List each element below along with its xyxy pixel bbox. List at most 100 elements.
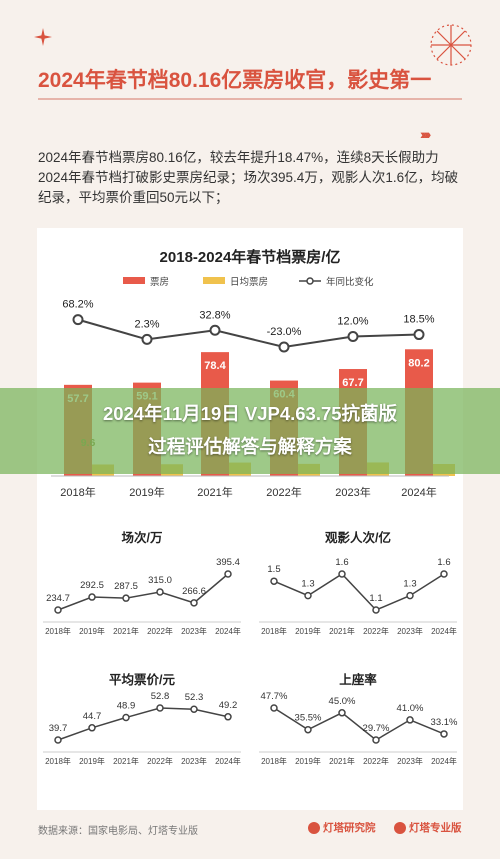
legend-swatch: [203, 277, 225, 284]
charts-svg: 2018-2024年春节档票房/亿票房日均票房年同比变化57.79.62018年…: [43, 248, 458, 766]
panel-value-label: 35.5%: [295, 713, 322, 724]
panel-point: [270, 704, 278, 712]
lighthouse-icon: [308, 821, 320, 834]
logo-pro-label: 灯塔专业版: [409, 822, 462, 834]
panel-point: [122, 594, 130, 602]
panel-value-label: 52.8: [151, 691, 170, 702]
panel-value-label: 1.6: [335, 557, 348, 568]
panel-point: [304, 591, 312, 600]
panel-point: [156, 704, 164, 712]
panel-value-label: 48.9: [117, 701, 136, 712]
page-title: 2024年春节档80.16亿票房收官，影史第一: [38, 69, 432, 92]
panel-value-label: 49.2: [219, 700, 238, 711]
panel-x-tick: 2024年: [431, 626, 457, 636]
panel-point: [88, 724, 96, 732]
x-tick-label: 2019年: [129, 485, 164, 499]
panel-x-tick: 2019年: [295, 756, 321, 766]
yoy-point: [141, 333, 153, 345]
yoy-point: [278, 341, 290, 353]
panel-x-tick: 2018年: [261, 756, 287, 766]
panel-point: [372, 736, 380, 744]
bar-box-office-label: 78.4: [204, 360, 226, 372]
panel-point: [224, 570, 232, 578]
panel-x-tick: 2024年: [215, 626, 241, 636]
panel-title: 平均票价/元: [109, 672, 175, 687]
panel-point: [54, 736, 62, 744]
legend-label: 日均票房: [230, 276, 268, 288]
panel-value-label: 47.7%: [261, 691, 288, 702]
panel-line: [57, 573, 229, 611]
bar-box-office-label: 67.7: [342, 377, 363, 389]
main-chart-title: 2018-2024年春节档票房/亿: [160, 248, 341, 266]
yoy-line: [77, 318, 420, 349]
panel-point: [122, 713, 130, 722]
lighthouse-icon: [394, 821, 406, 834]
panel-value-label: 29.7%: [363, 723, 390, 734]
logo-pro: 灯塔专业版: [394, 820, 462, 835]
panel-x-tick: 2024年: [431, 756, 457, 766]
logo-research-label: 灯塔研究院: [323, 822, 376, 834]
overlay-banner: 2024年11月19日 VJP4.63.75抗菌版 过程评估解答与解释方案: [0, 388, 500, 474]
panel-value-label: 1.3: [403, 579, 416, 590]
panel-x-tick: 2019年: [79, 756, 105, 766]
panel-x-tick: 2023年: [397, 626, 423, 636]
panel-x-tick: 2021年: [329, 626, 355, 636]
yoy-label: -23.0%: [267, 326, 302, 338]
panel-value-label: 33.1%: [431, 717, 458, 728]
panel-x-tick: 2019年: [295, 626, 321, 636]
title-underline: [38, 98, 462, 100]
yoy-point: [72, 314, 84, 326]
banner-line-2: 过程评估解答与解释方案: [148, 436, 352, 457]
panel-value-label: 41.0%: [397, 703, 424, 714]
panel-point: [190, 599, 198, 607]
x-tick-label: 2018年: [60, 485, 95, 499]
panel-line: [57, 707, 229, 741]
panel-point: [270, 577, 278, 585]
chart-card: 2018-2024年春节档票房/亿票房日均票房年同比变化57.79.62018年…: [37, 228, 463, 810]
legend-label: 票房: [150, 276, 169, 288]
panel-value-label: 266.6: [182, 586, 206, 597]
yoy-label: 2.3%: [134, 318, 159, 330]
panel-x-tick: 2023年: [181, 626, 207, 636]
panel-title: 观影人次/亿: [325, 530, 391, 545]
panel-value-label: 1.1: [369, 593, 382, 604]
panel-value-label: 39.7: [49, 723, 68, 734]
panel-point: [406, 591, 414, 600]
yoy-point: [347, 331, 359, 342]
legend-swatch: [123, 277, 145, 284]
x-tick-label: 2023年: [335, 485, 370, 499]
yoy-label: 32.8%: [199, 309, 230, 321]
panel-point: [372, 606, 380, 614]
panel-line: [273, 573, 445, 611]
panel-x-tick: 2018年: [45, 756, 71, 766]
panel-title: 上座率: [339, 672, 377, 687]
bar-box-office-label: 80.2: [408, 357, 429, 369]
panel-x-tick: 2021年: [113, 756, 139, 766]
panel-value-label: 1.3: [301, 579, 314, 590]
panel-value-label: 1.5: [267, 564, 280, 575]
panel-x-tick: 2024年: [215, 756, 241, 766]
panel-value-label: 287.5: [114, 581, 138, 592]
panel-line: [273, 707, 445, 741]
x-tick-label: 2022年: [266, 485, 301, 499]
panel-value-label: 292.5: [80, 580, 104, 591]
panel-x-tick: 2018年: [45, 626, 71, 636]
x-tick-label: 2021年: [197, 485, 232, 499]
panel-point: [190, 705, 198, 713]
panel-x-tick: 2023年: [181, 756, 207, 766]
panel-x-tick: 2021年: [329, 756, 355, 766]
logo-research: 灯塔研究院: [308, 820, 376, 835]
panel-x-tick: 2022年: [147, 756, 173, 766]
panel-x-tick: 2023年: [397, 756, 423, 766]
panel-point: [88, 593, 96, 601]
panel-point: [406, 716, 414, 724]
panel-x-tick: 2022年: [363, 756, 389, 766]
banner-line-1: 2024年11月19日 VJP4.63.75抗菌版: [102, 403, 398, 424]
yoy-label: 12.0%: [337, 316, 368, 328]
yoy-label: 68.2%: [62, 299, 93, 311]
panel-title: 场次/万: [122, 530, 163, 545]
arrows-decoration: ›››››: [420, 126, 431, 142]
panel-value-label: 45.0%: [329, 696, 356, 707]
legend-swatch: [306, 277, 314, 285]
yoy-point: [209, 324, 221, 336]
